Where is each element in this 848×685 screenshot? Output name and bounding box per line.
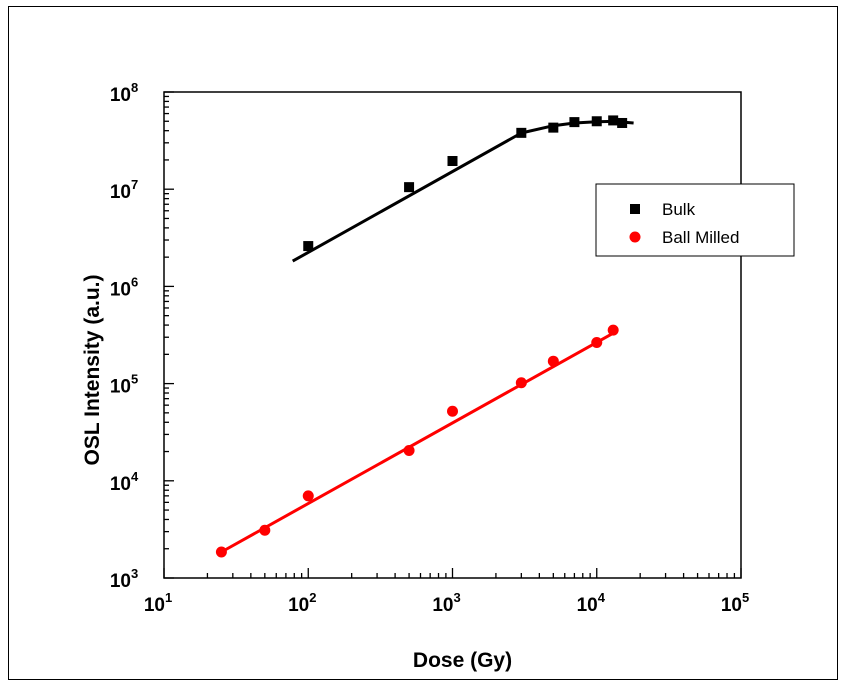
- x-axis-title: Dose (Gy): [413, 649, 512, 672]
- x-tick-label: 104: [577, 590, 606, 616]
- data-point-bulk: [303, 241, 314, 252]
- legend-label-ball-milled: Ball Milled: [662, 228, 739, 247]
- legend-box: [595, 183, 795, 257]
- fit-lines: [220, 119, 634, 554]
- data-point-bulk: [569, 117, 580, 128]
- data-point-bulk: [404, 182, 415, 193]
- x-tick-labels: 101 102 103 104 105: [144, 590, 749, 616]
- y-tick-label: 108: [110, 80, 138, 106]
- data-point-ball-milled: [302, 490, 314, 502]
- data-point-bulk: [516, 127, 527, 138]
- x-tick-label: 102: [288, 590, 316, 616]
- legend: Bulk Ball Milled: [595, 183, 795, 257]
- data-point-bulk: [548, 122, 559, 133]
- y-tick-label: 107: [110, 177, 138, 203]
- x-tick-label: 105: [721, 590, 749, 616]
- y-tick-label: 103: [110, 566, 138, 592]
- data-points: [215, 115, 628, 558]
- data-point-bulk: [591, 116, 602, 127]
- data-point-bulk: [608, 115, 619, 126]
- fit-line-bulk: [291, 119, 634, 263]
- data-point-ball-milled: [259, 524, 271, 536]
- y-axis-title: OSL Intensity (a.u.): [81, 275, 104, 466]
- data-point-ball-milled: [215, 546, 227, 558]
- fit-line-ball-milled: [220, 331, 614, 554]
- data-point-ball-milled: [447, 405, 458, 417]
- data-point-bulk: [447, 156, 458, 167]
- data-point-bulk: [617, 117, 628, 128]
- legend-marker-ball-milled: [629, 231, 641, 243]
- legend-label-bulk: Bulk: [662, 200, 696, 219]
- plot-area: [163, 91, 742, 579]
- y-tick-label: 105: [110, 372, 138, 398]
- legend-marker-bulk: [630, 204, 640, 214]
- osl-dose-chart: 101 102 103 104 105 103 104 105 106 107 108 Dose …: [81, 80, 795, 672]
- figure-frame: 101 102 103 104 105 103 104 105 106 107 108 Dose …: [8, 6, 838, 680]
- y-tick-label: 106: [110, 274, 138, 300]
- y-tick-labels: 103 104 105 106 107 108: [110, 80, 139, 592]
- data-point-ball-milled: [607, 324, 619, 336]
- x-tick-label: 101: [144, 590, 172, 616]
- data-point-ball-milled: [547, 355, 559, 367]
- data-point-ball-milled: [591, 336, 603, 348]
- data-point-ball-milled: [515, 377, 527, 389]
- x-tick-label: 103: [432, 590, 460, 616]
- y-tick-label: 104: [110, 469, 139, 495]
- data-point-ball-milled: [403, 444, 415, 456]
